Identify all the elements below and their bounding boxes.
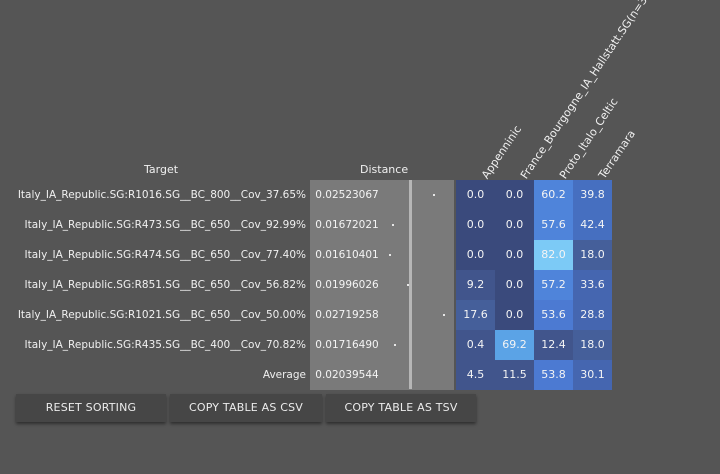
row-value-cell: 0.0 xyxy=(456,210,495,240)
row-value-cell: 39.8 xyxy=(573,180,612,210)
row-value-cell: 0.4 xyxy=(456,330,495,360)
row-value-cell: 0.0 xyxy=(495,210,534,240)
row-value-cell: 4.5 xyxy=(456,360,495,390)
row-value-cell: 28.8 xyxy=(573,300,612,330)
row-distance-value: 0.02523067 xyxy=(310,180,384,210)
row-target-label: Italy_IA_Republic.SG:R435.SG__BC_400__Co… xyxy=(24,339,307,351)
row-value-cell: 33.6 xyxy=(573,270,612,300)
row-value-cell: 53.6 xyxy=(534,300,573,330)
row-value-cell: 0.0 xyxy=(456,240,495,270)
row-value-cell: 53.8 xyxy=(534,360,573,390)
row-distance-plot xyxy=(384,330,454,360)
row-distance-plot xyxy=(384,180,454,210)
row-target-label: Average xyxy=(262,369,306,381)
row-distance-value: 0.02039544 xyxy=(310,360,384,390)
reset-sorting-button[interactable]: RESET SORTING xyxy=(16,394,166,422)
row-value-cell: 60.2 xyxy=(534,180,573,210)
row-distance-plot xyxy=(384,210,454,240)
row-distance-value: 0.01610401 xyxy=(310,240,384,270)
column-header-france-bourgogne[interactable]: France_Bourgogne_IA_Hallstatt.SG(n=36) xyxy=(518,0,657,182)
row-value-cell: 69.2 xyxy=(495,330,534,360)
row-target-label: Italy_IA_Republic.SG:R473.SG__BC_650__Co… xyxy=(24,219,307,231)
row-value-cell: 0.0 xyxy=(495,270,534,300)
distance-dot xyxy=(442,314,445,316)
distance-dot xyxy=(391,224,394,226)
row-distance-value: 0.02719258 xyxy=(310,300,384,330)
row-value-cell: 57.2 xyxy=(534,270,573,300)
row-distance-plot xyxy=(384,270,454,300)
row-target-label: Italy_IA_Republic.SG:R1021.SG__BC_650__C… xyxy=(17,309,306,321)
row-value-cell: 18.0 xyxy=(573,330,612,360)
row-distance-value: 0.01996026 xyxy=(310,270,384,300)
row-value-cell: 82.0 xyxy=(534,240,573,270)
row-value-cell: 0.0 xyxy=(495,180,534,210)
row-value-cell: 11.5 xyxy=(495,360,534,390)
row-distance-plot xyxy=(384,360,454,390)
row-value-cell: 42.4 xyxy=(573,210,612,240)
row-value-cell: 9.2 xyxy=(456,270,495,300)
column-header-terramara[interactable]: Terramara xyxy=(596,127,639,182)
row-value-cell: 30.1 xyxy=(573,360,612,390)
row-target-label: Italy_IA_Republic.SG:R1016.SG__BC_800__C… xyxy=(17,189,306,201)
distance-dot xyxy=(388,254,391,256)
row-distance-value: 0.01716490 xyxy=(310,330,384,360)
row-target-label: Italy_IA_Republic.SG:R474.SG__BC_650__Co… xyxy=(24,249,307,261)
distance-header[interactable]: Distance xyxy=(360,163,409,176)
row-value-cell: 0.0 xyxy=(495,240,534,270)
row-distance-plot xyxy=(384,300,454,330)
distance-dot xyxy=(407,284,410,286)
row-distance-plot xyxy=(384,240,454,270)
row-value-cell: 12.4 xyxy=(534,330,573,360)
row-value-cell: 18.0 xyxy=(573,240,612,270)
row-value-cell: 0.0 xyxy=(456,180,495,210)
row-value-cell: 0.0 xyxy=(495,300,534,330)
copy-tsv-button[interactable]: COPY TABLE AS TSV xyxy=(326,394,476,422)
distance-dot xyxy=(393,344,396,346)
copy-csv-button[interactable]: COPY TABLE AS CSV xyxy=(170,394,322,422)
row-target-label: Italy_IA_Republic.SG:R851.SG__BC_650__Co… xyxy=(24,279,307,291)
row-value-cell: 17.6 xyxy=(456,300,495,330)
distance-dot xyxy=(433,194,435,196)
average-distance-line xyxy=(409,180,412,389)
target-header[interactable]: Target xyxy=(144,163,179,176)
row-value-cell: 57.6 xyxy=(534,210,573,240)
row-distance-value: 0.01672021 xyxy=(310,210,384,240)
